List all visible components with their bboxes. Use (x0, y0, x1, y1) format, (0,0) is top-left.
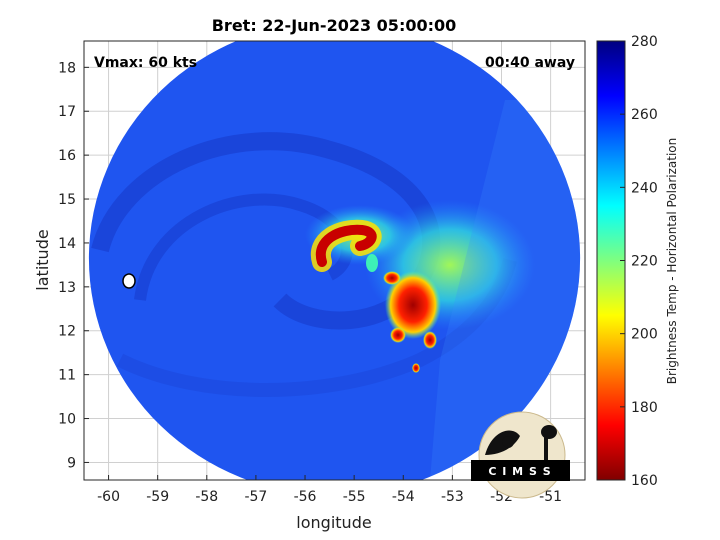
colorbar-ticks: 160 180 200 220 240 260 280 (620, 34, 658, 489)
x-tick-label: -55 (343, 489, 366, 505)
colorbar-tick-label: 200 (631, 327, 658, 343)
y-tick-label: 13 (58, 280, 76, 296)
colorbar-tick-label: 280 (631, 34, 658, 50)
convective-cell-1 (390, 327, 406, 343)
x-tick-label: -56 (294, 489, 317, 505)
cimss-logo-disk (478, 411, 566, 499)
colorbar-tick-label: 160 (631, 473, 658, 489)
x-axis-ticks: -60 -59 -58 -57 -56 -55 -54 -53 -52 -51 (97, 475, 562, 505)
time-away-annotation: 00:40 away (485, 55, 575, 71)
colorbar-label: Brightness Temp - Horizontal Polarizatio… (665, 138, 679, 385)
convective-cell-4 (412, 363, 420, 373)
figure-title: Bret: 22-Jun-2023 05:00:00 (212, 16, 457, 35)
axes-frame (83, 40, 586, 481)
eyewall-arc-core (315, 224, 377, 267)
x-tick-label: -59 (146, 489, 169, 505)
y-tick-label: 10 (58, 412, 76, 428)
y-tick-label: 15 (58, 192, 76, 208)
island-marker (122, 273, 136, 289)
y-tick-label: 16 (58, 148, 76, 164)
colorbar: 160 180 200 220 240 260 280 Brightness Temp - … (596, 34, 679, 489)
cimss-logo: C I M S S (471, 411, 570, 499)
y-tick-label: 9 (67, 455, 76, 471)
y-axis-label: latitude (33, 229, 52, 290)
y-tick-label: 11 (58, 368, 76, 384)
y-axis-ticks: 9 10 11 12 13 14 15 16 17 18 (58, 60, 89, 471)
cimss-logo-ball-icon (502, 436, 514, 448)
convective-cell-3 (383, 271, 401, 285)
x-tick-label: -58 (195, 489, 218, 505)
x-axis-label: longitude (296, 513, 371, 532)
colorbar-tick-label: 260 (631, 107, 658, 123)
vmax-annotation: Vmax: 60 kts (94, 55, 197, 71)
convective-cell-5 (366, 254, 378, 272)
y-tick-label: 12 (58, 324, 76, 340)
cimss-logo-tower-icon (544, 432, 548, 462)
x-tick-label: -51 (539, 489, 562, 505)
cimss-logo-banner (471, 460, 570, 481)
y-tick-label: 14 (58, 236, 76, 252)
spiral-band-outer (91, 132, 441, 330)
colorbar-tick-label: 220 (631, 254, 658, 270)
convective-cell-2 (423, 331, 437, 349)
cimss-logo-text: C I M S S (488, 465, 551, 478)
x-tick-label: -54 (392, 489, 415, 505)
x-tick-label: -53 (441, 489, 464, 505)
convective-cluster (385, 271, 441, 339)
colorbar-tick-label: 240 (631, 180, 658, 196)
x-tick-label: -57 (244, 489, 267, 505)
y-tick-label: 18 (58, 60, 76, 76)
cimss-logo-tank-icon (541, 425, 557, 439)
colorbar-tick-label: 180 (631, 400, 658, 416)
y-tick-label: 17 (58, 104, 76, 120)
x-tick-label: -60 (97, 489, 120, 505)
